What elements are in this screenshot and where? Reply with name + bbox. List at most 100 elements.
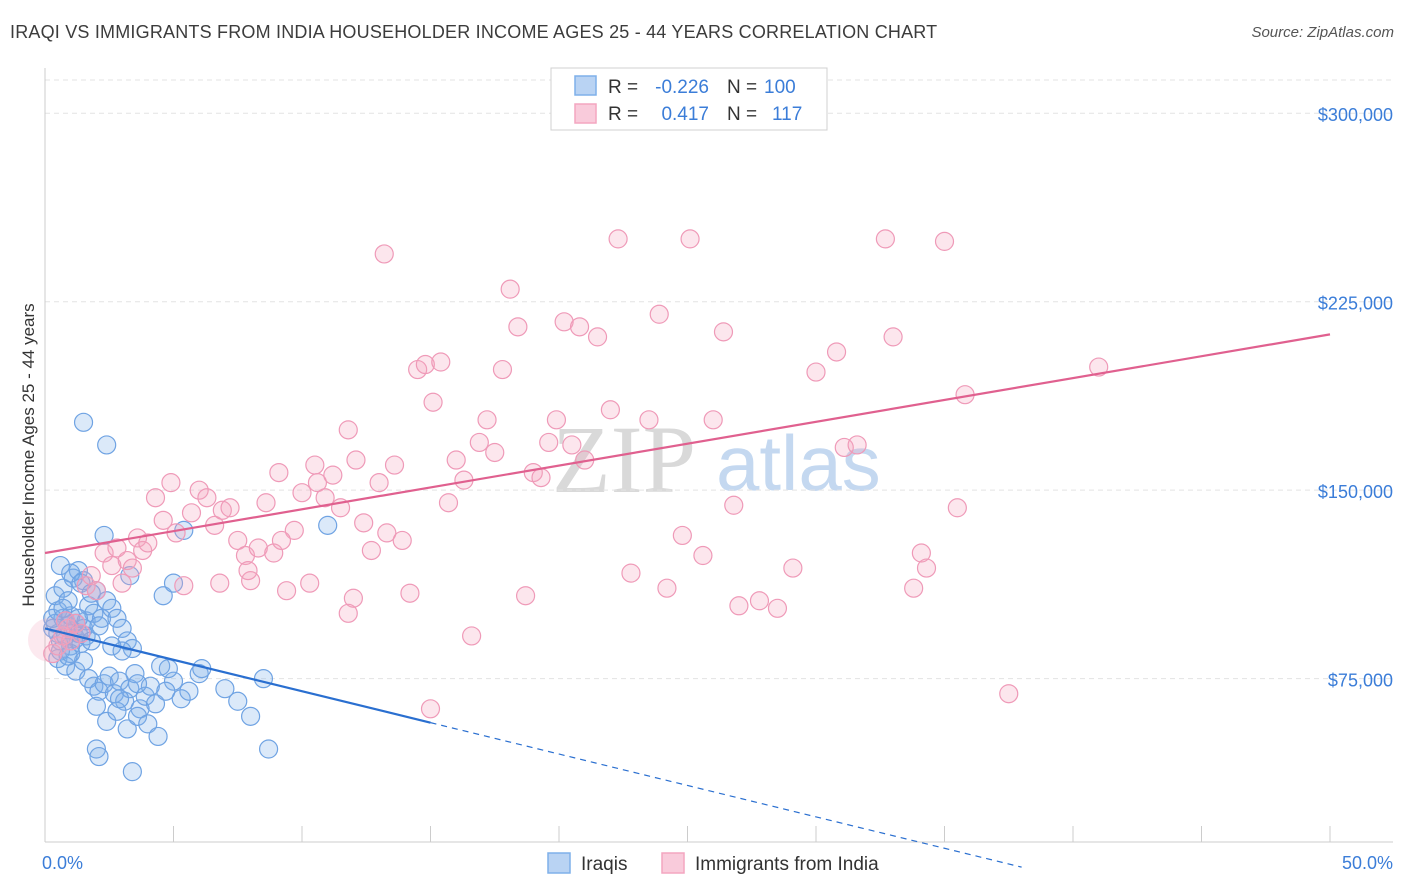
point-india [531,468,551,488]
point-india [384,455,405,475]
point-iraqi [117,719,137,739]
point-india [783,558,803,578]
legend-bottom-label-iraqi: Iraqis [581,854,627,875]
y-tick-label: $150,000 [1318,482,1393,502]
point-iraqi [68,560,89,581]
legend-bottom-label-india: Immigrants from India [695,854,879,875]
point-iraqi [241,706,261,726]
point-india [999,684,1019,704]
point-iraqi [318,515,338,535]
point-india [600,400,621,420]
point-iraqi [115,691,135,711]
y-tick-labels: $75,000 $150,000 $225,000 $300,000 [1318,105,1393,690]
point-india [81,566,101,586]
point-iraqi [107,701,127,721]
legend-swatch-india [574,103,597,124]
point-india [657,578,677,598]
source-label: Source: ZipAtlas.com [1251,24,1394,41]
legend-n-value-india: 117 [772,104,802,125]
point-iraqi [145,694,166,714]
trend-line-iraqi-extension [430,722,1022,868]
series-iraqis [43,412,338,782]
legend-r-label-india: R = [608,104,638,125]
point-iraqi [97,711,117,731]
point-india [883,327,903,347]
series-india [28,229,1109,719]
y-tick-label: $75,000 [1328,671,1393,691]
point-india [703,410,723,430]
point-iraqi [253,669,274,689]
legend-r-value-india: 0.417 [661,104,709,125]
point-india [145,488,166,508]
legend-n-label-iraqi: N = [727,77,757,98]
point-iraqi [91,608,112,628]
point-india [338,420,358,440]
legend-n-value-iraqi: 100 [764,77,796,98]
point-india [462,626,482,646]
point-india [361,540,381,561]
point-iraqi [189,664,209,684]
point-iraqi [158,659,178,679]
point-india [197,488,217,508]
point-india [713,322,734,342]
point-india [546,410,567,430]
point-india [621,563,641,583]
trend-line-iraqi [44,627,431,724]
point-iraqi [122,762,142,782]
point-iraqi [53,578,73,598]
point-iraqi [228,691,248,711]
point-india [212,500,232,520]
x-tick-label-max: 50.0% [1342,853,1393,873]
point-india [431,352,451,372]
legend-bottom: Iraqis Immigrants from India [547,852,879,875]
point-india [438,493,459,513]
point-iraqi [73,412,94,432]
point-iraqi [53,598,73,618]
point-india [220,498,240,518]
point-india [724,495,744,515]
point-india [256,493,276,513]
point-india-cluster [28,618,72,662]
point-iraqi [120,566,140,586]
point-india [587,327,608,347]
point-india [934,231,955,251]
point-india [323,465,343,485]
y-tick-label: $300,000 [1318,105,1393,125]
axes [44,68,1393,843]
point-india [55,611,76,631]
watermark-zip: ZIP [552,406,696,513]
point-india [269,462,289,483]
point-india [174,576,194,596]
point-india [315,488,335,508]
point-iraqi [179,681,199,701]
y-tick-label: $225,000 [1318,294,1393,314]
point-india [420,699,441,719]
point-india [228,530,248,551]
legend-box [550,67,828,131]
point-iraqi [58,646,78,666]
point-india [492,359,513,380]
point-india [515,586,536,606]
point-india [153,510,173,530]
point-iraqi [48,601,68,621]
chart-title: IRAQI VS IMMIGRANTS FROM INDIA HOUSEHOLD… [10,22,938,42]
point-iraqi [97,435,117,455]
point-india [238,560,258,581]
legend-r-label-iraqi: R = [608,77,638,98]
point-india [346,450,366,470]
point-india [446,450,466,470]
point-india [138,533,158,553]
point-iraqi [258,739,279,759]
point-iraqi [156,681,176,701]
point-india [189,480,209,500]
point-india [343,588,363,608]
point-india [508,317,528,337]
point-india [161,473,181,493]
point-india [271,530,292,551]
point-india [469,432,489,453]
point-india [400,583,420,603]
point-india [680,229,700,249]
point-iraqi [127,674,148,694]
point-india [649,304,669,324]
